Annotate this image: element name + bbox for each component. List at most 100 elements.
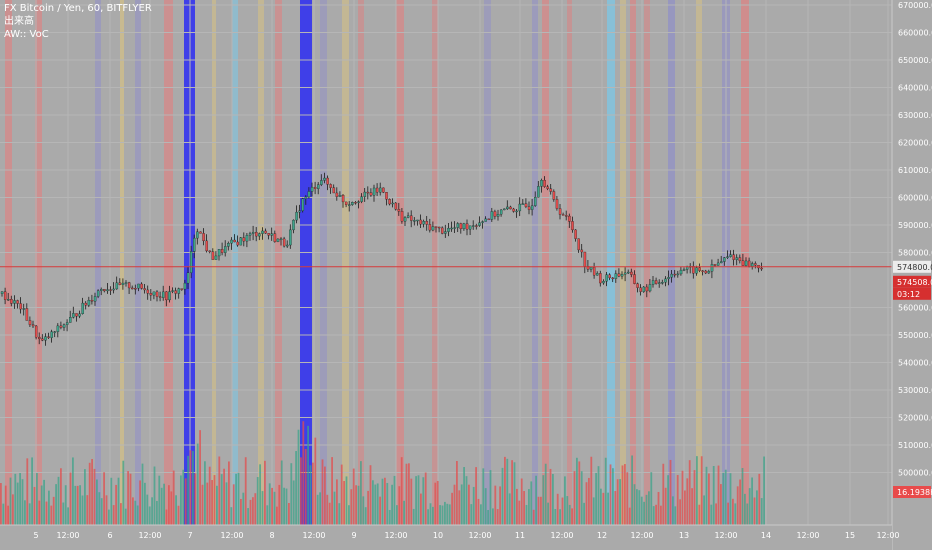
volume-bar: [271, 487, 273, 525]
volume-bar: [79, 485, 81, 525]
candle-body: [295, 211, 298, 221]
candle-body: [3, 291, 7, 300]
volume-bar: [420, 493, 422, 525]
candle-body: [425, 221, 429, 225]
volume-bar: [283, 487, 285, 525]
price-axis: [892, 0, 932, 550]
candle-body: [617, 273, 621, 277]
candle-body: [168, 291, 171, 301]
candle-body: [565, 215, 568, 217]
volume-bar: [501, 467, 504, 525]
volume-bar: [688, 460, 691, 525]
volume-bar: [326, 494, 329, 525]
candle-body: [251, 231, 255, 234]
candle-body: [220, 249, 224, 253]
volume-bar: [597, 466, 600, 525]
candle-body: [465, 223, 469, 230]
volume-bar: [484, 488, 487, 525]
volume-bar: [566, 496, 569, 525]
volume-bar: [110, 477, 113, 525]
volume-bar: [636, 489, 638, 525]
candle-body: [208, 250, 212, 253]
volume-bar: [86, 495, 89, 525]
volume-bar: [369, 465, 372, 525]
volume-bar: [278, 484, 281, 525]
candle-body: [59, 325, 63, 328]
candle-body: [437, 226, 441, 229]
volume-bar: [400, 457, 403, 525]
volume-bar: [74, 485, 77, 525]
candle-body: [31, 324, 35, 327]
candle-body: [230, 239, 233, 244]
voc-indicator-label[interactable]: AW:: VoC: [4, 29, 49, 40]
volume-bar: [84, 469, 86, 525]
volume-bar: [196, 443, 199, 525]
volume-bar: [165, 509, 168, 525]
candle-body: [137, 283, 140, 289]
candle-body: [592, 267, 596, 276]
highlight-band: [320, 0, 327, 525]
candle-body: [44, 336, 47, 341]
volume-bar: [384, 477, 386, 525]
price-tick-label: 630000.00: [898, 111, 932, 120]
candle-body: [270, 233, 274, 236]
volume-bar: [127, 471, 129, 525]
volume-bar: [144, 482, 146, 525]
volume-bar: [396, 505, 398, 525]
volume-bar: [12, 494, 14, 525]
candle-body: [620, 274, 624, 277]
candle-body: [490, 211, 494, 220]
volume-bar: [187, 455, 189, 525]
volume-bar: [458, 490, 461, 525]
candle-body: [543, 180, 546, 187]
candle-body: [84, 302, 88, 306]
volume-bar: [268, 483, 271, 525]
volume-bar: [201, 484, 204, 525]
volume-bar: [91, 459, 93, 525]
candle-body: [186, 272, 190, 284]
candle-body: [379, 187, 382, 193]
volume-bar: [652, 506, 655, 525]
symbol-title[interactable]: FX Bitcoin / Yen, 60, BITFLYER: [4, 3, 152, 14]
candle-body: [224, 246, 227, 253]
candle-body: [152, 291, 156, 296]
candle-body: [639, 287, 642, 292]
candle-body: [87, 300, 91, 306]
volume-bar: [746, 503, 749, 525]
volume-bar: [624, 464, 626, 525]
volume-bar: [585, 482, 588, 525]
candle-body: [658, 282, 661, 284]
volume-bar: [158, 475, 161, 525]
volume-bar: [724, 469, 727, 525]
candle-body: [546, 186, 549, 189]
candle-body: [704, 270, 708, 274]
volume-bar: [374, 484, 377, 525]
candle-body: [301, 198, 305, 211]
candle-body: [447, 228, 450, 232]
highlight-band: [630, 0, 636, 525]
candle-body: [509, 206, 512, 210]
volume-bar: [348, 505, 350, 525]
candle-body: [177, 288, 181, 294]
highlight-band: [258, 0, 264, 525]
candle-body: [552, 191, 556, 200]
candle-body: [382, 187, 385, 193]
candle-body: [642, 286, 646, 292]
candle-body: [738, 257, 742, 261]
price-tick-label: 550000.00: [898, 331, 932, 340]
volume-indicator-label[interactable]: 出来高: [4, 16, 34, 27]
volume-bar: [619, 479, 621, 525]
volume-bar: [722, 472, 725, 525]
candle-body: [375, 187, 379, 193]
volume-bar: [129, 473, 132, 525]
candle-body: [589, 267, 593, 270]
volume-bar: [398, 486, 401, 525]
last-price-label: 574800.00: [897, 263, 932, 272]
highlight-band: [484, 0, 491, 525]
candle-body: [478, 222, 481, 226]
time-tick-label: 8: [269, 531, 274, 540]
volume-bar: [60, 468, 62, 525]
price-tick-label: 530000.00: [898, 386, 932, 395]
candle-body: [109, 289, 112, 291]
